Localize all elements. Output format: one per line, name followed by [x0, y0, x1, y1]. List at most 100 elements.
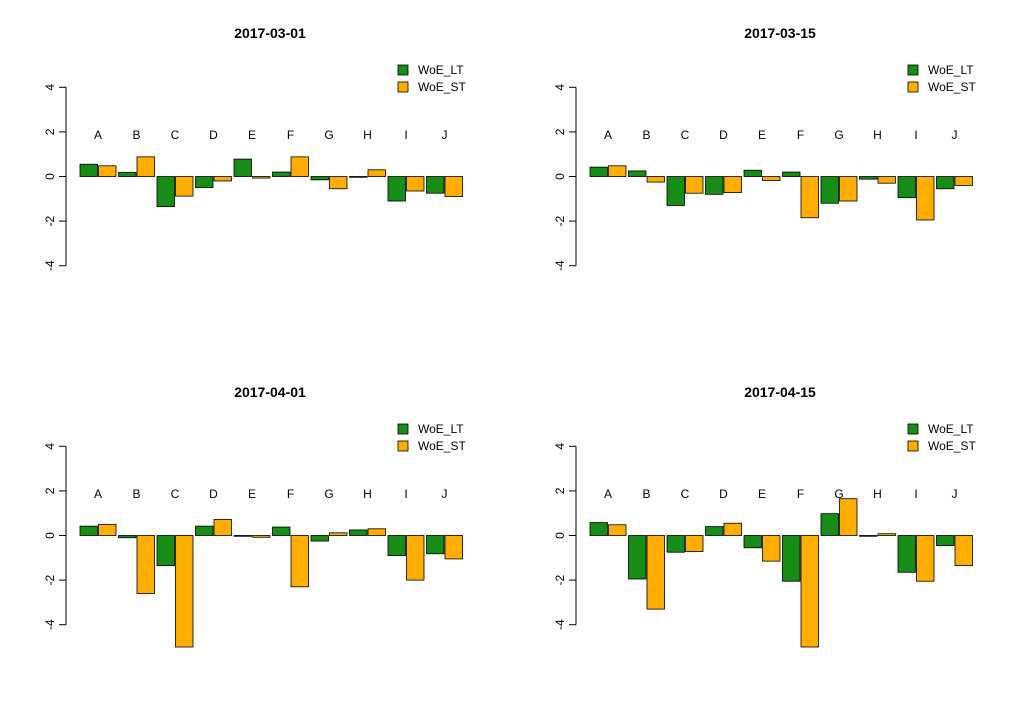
bar-WoE_LT-D: [195, 525, 214, 536]
category-label: D: [719, 128, 728, 142]
bar-WoE_LT-B: [118, 535, 137, 539]
bar-WoE_LT-I: [387, 535, 406, 556]
bar-WoE_LT-G: [310, 176, 329, 181]
legend-swatch-WoE_LT: [397, 423, 409, 435]
bar-WoE_ST-B: [136, 156, 155, 177]
bar-WoE_LT-D: [195, 176, 214, 189]
legend-label: WoE_ST: [928, 439, 976, 453]
bar-WoE_LT-J: [936, 535, 955, 546]
category-label: B: [132, 128, 140, 142]
legend-label: WoE_ST: [418, 439, 466, 453]
bar-WoE_ST-A: [98, 165, 117, 177]
bar-WoE_LT-E: [233, 158, 252, 177]
bar-WoE_ST-F: [290, 156, 309, 177]
category-label: F: [287, 487, 294, 501]
category-label: B: [642, 487, 650, 501]
category-label: I: [914, 487, 917, 501]
bar-WoE_LT-A: [589, 522, 608, 536]
legend-label: WoE_LT: [418, 63, 464, 77]
bar-WoE_LT-C: [156, 535, 175, 567]
legend-swatch-WoE_LT: [907, 423, 919, 435]
bar-WoE_ST-C: [175, 176, 194, 197]
bar-WoE_LT-C: [156, 176, 175, 208]
category-label: I: [404, 128, 407, 142]
bar-WoE_ST-B: [136, 535, 155, 594]
bar-WoE_ST-A: [608, 524, 627, 536]
category-label: F: [797, 128, 804, 142]
bar-WoE_ST-H: [367, 528, 386, 536]
bar-WoE_LT-F: [782, 171, 801, 177]
chart-title: 2017-03-01: [234, 25, 306, 41]
bar-WoE_LT-B: [628, 170, 647, 177]
y-tick-label: 0: [43, 173, 57, 180]
category-label: C: [171, 487, 180, 501]
bar-WoE_LT-I: [387, 176, 406, 202]
bar-WoE_ST-B: [646, 535, 665, 610]
bar-WoE_LT-J: [426, 535, 445, 555]
legend-label: WoE_ST: [418, 80, 466, 94]
category-label: F: [287, 128, 294, 142]
bar-WoE_LT-G: [310, 535, 329, 542]
legend-swatch-WoE_ST: [907, 440, 919, 452]
chart-title: 2017-03-15: [744, 25, 816, 41]
category-label: E: [758, 487, 766, 501]
bar-WoE_LT-E: [743, 535, 762, 549]
y-tick-label: 4: [553, 443, 567, 450]
category-label: A: [604, 128, 612, 142]
bar-WoE_LT-E: [743, 169, 762, 177]
legend-swatch-WoE_ST: [397, 440, 409, 452]
bar-WoE_ST-J: [954, 176, 973, 186]
y-tick-label: -2: [553, 215, 567, 226]
bar-WoE_ST-E: [252, 535, 271, 538]
category-label: H: [363, 487, 372, 501]
bar-WoE_LT-H: [859, 176, 878, 180]
category-label: E: [248, 128, 256, 142]
legend-label: WoE_LT: [928, 63, 974, 77]
bar-WoE_LT-I: [897, 176, 916, 199]
category-label: B: [132, 487, 140, 501]
bar-WoE_LT-B: [118, 172, 137, 177]
bar-WoE_LT-A: [79, 163, 98, 177]
category-label: G: [324, 128, 333, 142]
bar-WoE_LT-F: [782, 535, 801, 582]
category-label: A: [94, 487, 102, 501]
category-label: D: [719, 487, 728, 501]
bar-WoE_LT-G: [820, 513, 839, 536]
bar-WoE_ST-G: [329, 532, 348, 536]
category-label: G: [834, 487, 843, 501]
bar-WoE_ST-F: [290, 535, 309, 588]
bar-WoE_ST-I: [916, 176, 935, 221]
bar-WoE_ST-I: [406, 535, 425, 581]
bar-WoE_ST-H: [877, 533, 896, 536]
category-label: C: [171, 128, 180, 142]
legend-label: WoE_ST: [928, 80, 976, 94]
bar-WoE_ST-A: [608, 165, 627, 177]
bar-WoE_ST-C: [685, 535, 704, 552]
legend-swatch-WoE_LT: [397, 64, 409, 76]
category-label: E: [248, 487, 256, 501]
category-label: J: [442, 487, 448, 501]
bar-WoE_LT-H: [349, 529, 368, 536]
bar-WoE_LT-D: [705, 526, 724, 536]
category-label: A: [94, 128, 102, 142]
category-label: G: [834, 128, 843, 142]
chart-panel-3: 2017-04-01 -4 -2 0 2 4 A B C D E F G H I J WoE_LT WoE_ST: [43, 384, 466, 648]
bar-WoE_LT-H: [349, 176, 368, 178]
bar-WoE_LT-C: [666, 176, 685, 206]
y-tick-label: -4: [553, 619, 567, 630]
bar-WoE_LT-J: [936, 176, 955, 190]
y-tick-label: -2: [43, 574, 57, 585]
bar-WoE_LT-H: [859, 535, 878, 537]
bar-WoE_LT-F: [272, 171, 291, 177]
category-label: D: [209, 128, 218, 142]
category-label: C: [681, 128, 690, 142]
bar-WoE_LT-D: [705, 176, 724, 195]
bar-WoE_ST-E: [762, 535, 781, 562]
category-label: J: [442, 128, 448, 142]
y-tick-label: -2: [553, 574, 567, 585]
bar-WoE_ST-B: [646, 176, 665, 183]
bar-WoE_ST-D: [213, 519, 232, 536]
bar-WoE_ST-G: [329, 176, 348, 190]
category-label: B: [642, 128, 650, 142]
category-label: H: [873, 128, 882, 142]
